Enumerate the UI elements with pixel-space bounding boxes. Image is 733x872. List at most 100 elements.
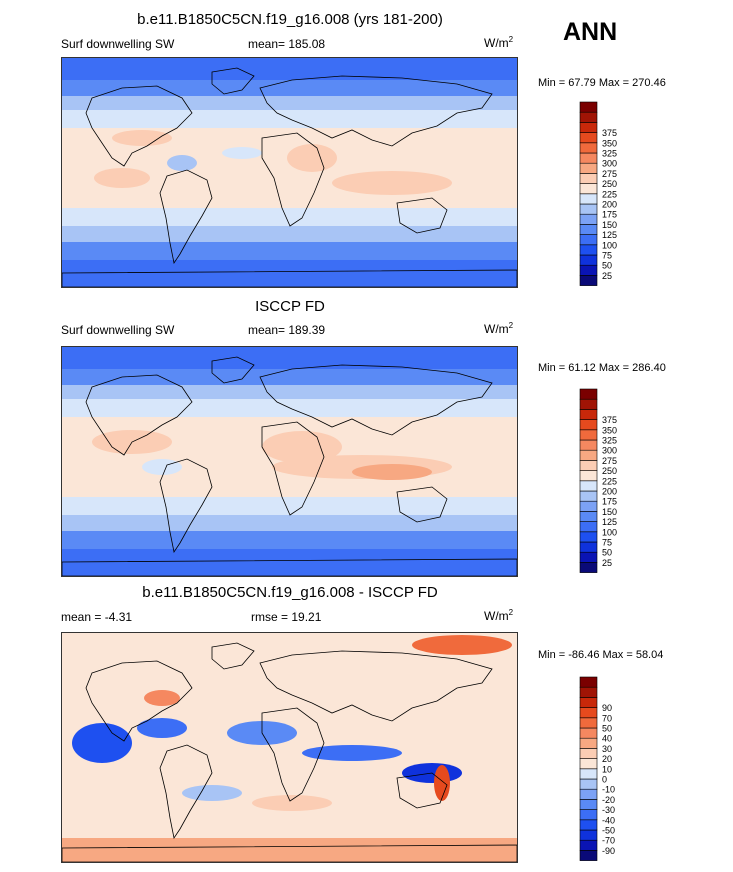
- colorbar-tick-label: 100: [602, 527, 617, 537]
- colorbar-box: [579, 183, 598, 195]
- colorbar-box: [579, 697, 598, 708]
- field-patch: [142, 459, 182, 475]
- colorbar-box: [579, 142, 598, 154]
- colorbar-tick-label: -90: [602, 846, 615, 856]
- colorbar-box: [579, 511, 598, 522]
- panel-2-mean-label: mean= 189.39: [248, 323, 326, 337]
- field-band: [62, 633, 517, 862]
- colorbar-box: [579, 551, 598, 563]
- coastline: [259, 650, 493, 722]
- field-patch: [287, 144, 337, 172]
- field-band: [62, 242, 517, 260]
- colorbar-box: [579, 152, 598, 164]
- field-band: [62, 531, 517, 549]
- colorbar-tick-label: 175: [602, 210, 617, 220]
- panel-3-map: [61, 632, 518, 863]
- colorbar-tick-label: 25: [602, 271, 612, 281]
- field-band: [62, 549, 517, 576]
- field-patch: [222, 147, 262, 159]
- colorbar-tick-label: 75: [602, 538, 612, 548]
- field-band: [62, 58, 517, 80]
- field-band: [62, 515, 517, 531]
- colorbar-tick-label: 275: [602, 169, 617, 179]
- coastline: [396, 486, 448, 523]
- panel-2-title: ISCCP FD: [255, 298, 325, 315]
- panel-3-title: b.e11.B1850C5CN.f19_g16.008 - ISCCP FD: [142, 584, 438, 601]
- field-band: [62, 208, 517, 226]
- coastline: [62, 558, 517, 576]
- colorbar-tick-label: 0: [602, 775, 607, 785]
- panel-3-colorbar: -90 -70 -50 -40 -30 -20 -10 0 10 20 30 40 50 70 90: [579, 676, 620, 861]
- colorbar-box: [579, 809, 598, 821]
- panel-1-title: b.e11.B1850C5CN.f19_g16.008 (yrs 181-200…: [137, 11, 443, 28]
- colorbar-box: [579, 449, 598, 461]
- coastline: [261, 707, 325, 802]
- season-label: ANN: [563, 18, 618, 46]
- colorbar-box: [579, 470, 598, 482]
- field-patch: [302, 745, 402, 761]
- colorbar-box: [579, 799, 598, 810]
- field-band: [62, 96, 517, 110]
- colorbar-box: [579, 234, 598, 246]
- colorbar-box: [579, 203, 598, 215]
- coastline: [85, 85, 193, 167]
- coastline: [211, 642, 255, 670]
- colorbar-box: [579, 224, 598, 235]
- colorbar-box: [579, 707, 598, 719]
- colorbar-tick-label: 375: [602, 415, 617, 425]
- field-patch: [412, 635, 512, 655]
- colorbar-tick-label: 25: [602, 558, 612, 568]
- colorbar-box: [579, 562, 598, 573]
- field-patch: [182, 785, 242, 801]
- colorbar-box: [579, 480, 598, 492]
- field-patch: [434, 765, 450, 801]
- colorbar-box: [579, 275, 598, 286]
- colorbar-box: [579, 388, 598, 400]
- panel-2-variable-label: Surf downwelling SW: [61, 323, 175, 337]
- colorbar-tick-label: 50: [602, 724, 612, 734]
- colorbar-tick-label: 325: [602, 149, 617, 159]
- colorbar-tick-label: 150: [602, 220, 617, 230]
- colorbar-box: [579, 717, 598, 729]
- coastline: [62, 844, 517, 862]
- colorbar-box: [579, 850, 598, 861]
- colorbar-tick-label: 150: [602, 507, 617, 517]
- colorbar-tick-label: -30: [602, 805, 615, 815]
- colorbar-tick-label: 250: [602, 466, 617, 476]
- field-patch: [72, 723, 132, 763]
- colorbar-box: [579, 244, 598, 256]
- field-patch: [167, 155, 197, 171]
- colorbar-box: [579, 409, 598, 420]
- colorbar-tick-label: 30: [602, 744, 612, 754]
- colorbar-box: [579, 500, 598, 512]
- field-patch: [112, 130, 172, 146]
- colorbar-tick-label: 100: [602, 240, 617, 250]
- colorbar-tick-label: -70: [602, 836, 615, 846]
- colorbar-box: [579, 676, 598, 688]
- panel-2-colorbar: 25 50 75 100 125 150 175 200 225 250 275 300 325 350 3…: [579, 388, 620, 573]
- colorbar-tick-label: -20: [602, 795, 615, 805]
- colorbar-box: [579, 839, 598, 851]
- colorbar-box: [579, 101, 598, 113]
- coastline: [396, 197, 448, 234]
- panel-1-map: [61, 57, 518, 288]
- coastline: [211, 67, 255, 95]
- colorbar-box: [579, 758, 598, 770]
- colorbar-tick-label: 40: [602, 734, 612, 744]
- colorbar-tick-label: 175: [602, 497, 617, 507]
- colorbar-box: [579, 788, 598, 800]
- panel-1-units: W/m2: [484, 35, 514, 50]
- colorbar-box: [579, 737, 598, 749]
- coastline: [159, 458, 213, 554]
- colorbar-box: [579, 264, 598, 276]
- field-patch: [137, 718, 187, 738]
- panel-3-units: W/m2: [484, 608, 514, 623]
- colorbar-box: [579, 829, 598, 841]
- colorbar-tick-label: 200: [602, 200, 617, 210]
- colorbar-tick-label: 20: [602, 754, 612, 764]
- colorbar-tick-label: 350: [602, 138, 617, 148]
- coastline: [62, 269, 517, 287]
- field-band: [62, 80, 517, 96]
- field-band: [62, 497, 517, 515]
- field-patch: [94, 168, 150, 188]
